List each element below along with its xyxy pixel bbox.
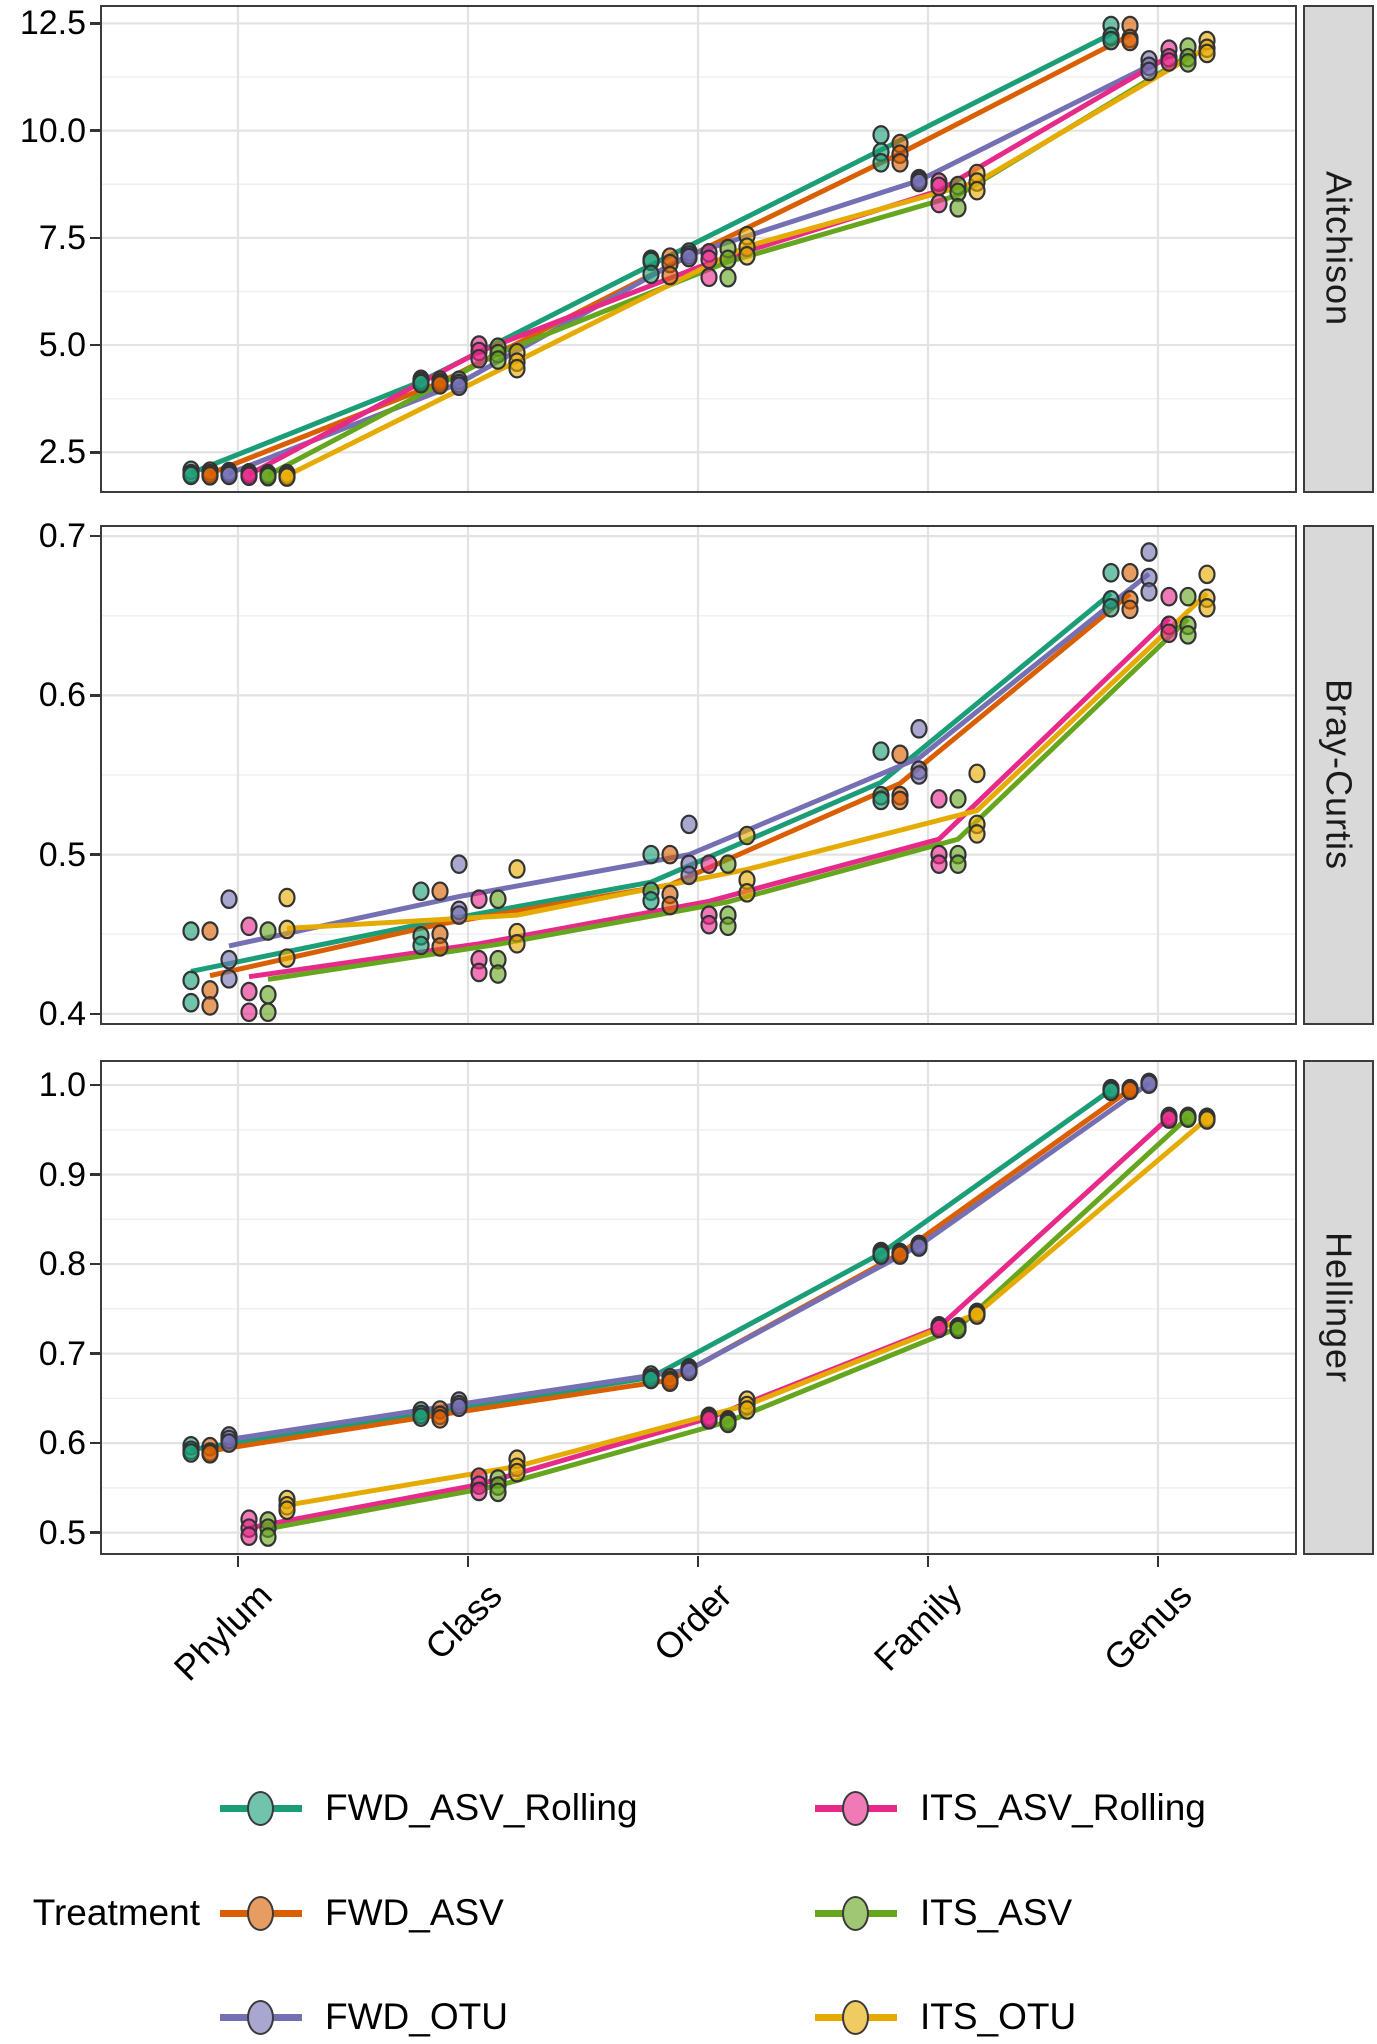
facet-strip-label: Hellinger xyxy=(1318,1231,1360,1384)
x-tick-label-family: Family xyxy=(865,1574,970,1679)
legend-label: ITS_OTU xyxy=(920,1996,1077,2037)
y-tick-label: 2.5 xyxy=(38,433,86,472)
y-tick-label: 0.9 xyxy=(38,1155,86,1194)
facet-strip-label: Aitchison xyxy=(1318,171,1360,327)
y-tick-mark xyxy=(90,1352,100,1355)
y-tick-label: 0.6 xyxy=(38,1424,86,1463)
legend-label: FWD_ASV_Rolling xyxy=(325,1787,638,1828)
y-tick-mark xyxy=(90,853,100,856)
legend-item-its-asv: ITS_ASV xyxy=(815,1881,1072,1945)
y-tick-mark xyxy=(90,1173,100,1176)
y-tick-mark xyxy=(90,1531,100,1534)
legend-item-its-otu: ITS_OTU xyxy=(815,1985,1076,2044)
y-tick-mark xyxy=(90,1262,100,1266)
y-tick-label: 0.6 xyxy=(38,676,86,715)
y-tick-label: 10.0 xyxy=(19,111,86,150)
y-tick-label: 0.4 xyxy=(38,994,86,1033)
facet-strip-label: Bray-Curtis xyxy=(1318,679,1360,871)
legend-key-icon xyxy=(220,1881,302,1945)
legend-key-icon xyxy=(815,1881,897,1945)
legend-key-icon xyxy=(220,1776,302,1840)
x-tick-label-genus: Genus xyxy=(1095,1574,1200,1679)
y-tick-mark xyxy=(90,22,100,25)
x-tick-mark xyxy=(1156,1556,1160,1567)
legend-label: FWD_ASV xyxy=(325,1892,504,1933)
y-tick-mark xyxy=(90,236,100,240)
y-tick-mark xyxy=(90,343,100,347)
legend-label: ITS_ASV xyxy=(920,1892,1073,1933)
x-tick-label-class: Class xyxy=(417,1574,510,1668)
y-tick-mark xyxy=(90,1441,100,1445)
y-tick-mark xyxy=(90,694,100,697)
legend-key-icon xyxy=(815,1776,897,1840)
y-tick-label: 1.0 xyxy=(38,1066,86,1105)
y-tick-mark xyxy=(90,129,100,132)
facet-strip-aitchison: Aitchison xyxy=(1303,5,1374,493)
x-tick-mark xyxy=(696,1556,700,1567)
legend-label: ITS_ASV_Rolling xyxy=(920,1787,1206,1828)
panel-hellinger xyxy=(100,1060,1297,1555)
legend-title: Treatment xyxy=(32,1892,200,1933)
y-tick-label: 7.5 xyxy=(38,218,86,257)
x-tick-mark xyxy=(236,1556,240,1567)
facet-strip-bray-curtis: Bray-Curtis xyxy=(1303,525,1374,1025)
y-tick-label: 5.0 xyxy=(38,326,86,365)
y-tick-label: 0.5 xyxy=(38,1513,86,1552)
y-tick-label: 0.5 xyxy=(38,835,86,874)
y-tick-mark xyxy=(90,1012,100,1016)
legend-label: FWD_OTU xyxy=(325,1996,508,2037)
x-tick-mark xyxy=(926,1556,930,1567)
legend-item-its-asv-rolling: ITS_ASV_Rolling xyxy=(815,1776,1206,1840)
y-tick-mark xyxy=(90,451,100,454)
panel-bray-curtis xyxy=(100,525,1297,1025)
y-tick-mark xyxy=(90,534,100,538)
panel-aitchison xyxy=(100,5,1297,493)
facet-strip-hellinger: Hellinger xyxy=(1303,1060,1374,1555)
y-tick-label: 12.5 xyxy=(19,4,86,43)
x-tick-mark xyxy=(466,1556,470,1567)
x-tick-label-order: Order xyxy=(645,1574,740,1669)
x-tick-label-phylum: Phylum xyxy=(165,1574,280,1689)
legend-item-fwd-asv-rolling: FWD_ASV_Rolling xyxy=(220,1776,638,1840)
legend-key-icon xyxy=(220,1985,302,2044)
y-tick-mark xyxy=(90,1083,100,1087)
y-tick-label: 0.8 xyxy=(38,1245,86,1284)
legend-item-fwd-asv: FWD_ASV xyxy=(220,1881,504,1945)
legend-key-icon xyxy=(815,1985,897,2044)
y-tick-label: 0.7 xyxy=(38,1334,86,1373)
y-tick-label: 0.7 xyxy=(38,517,86,556)
legend-item-fwd-otu: FWD_OTU xyxy=(220,1985,508,2044)
